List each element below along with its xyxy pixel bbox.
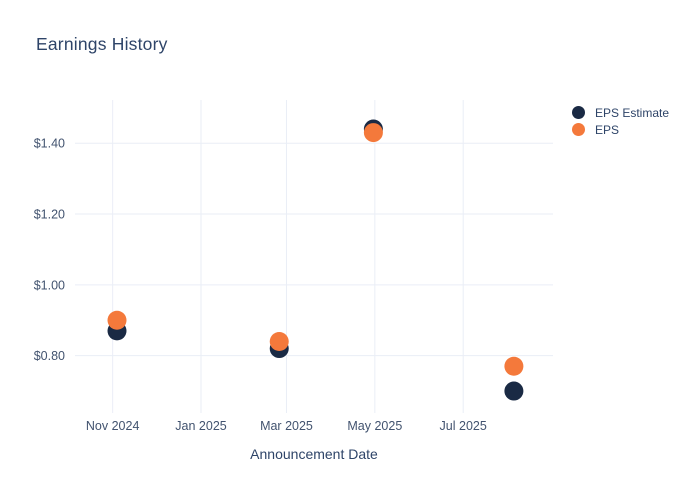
point-eps[interactable] xyxy=(363,123,383,143)
point-eps-estimate[interactable] xyxy=(504,381,524,401)
y-tick-label: $1.00 xyxy=(34,278,65,292)
point-eps[interactable] xyxy=(107,310,127,330)
x-tick-label: Nov 2024 xyxy=(86,419,140,433)
eps-swatch-icon xyxy=(572,123,585,136)
legend-label-eps: EPS xyxy=(595,122,620,137)
chart-title: Earnings History xyxy=(36,34,168,54)
x-tick-label: Jul 2025 xyxy=(440,419,487,433)
legend-item-eps[interactable]: EPS xyxy=(572,121,669,138)
y-tick-label: $1.20 xyxy=(34,208,65,222)
x-tick-label: Jan 2025 xyxy=(175,419,226,433)
point-eps[interactable] xyxy=(269,331,289,351)
x-axis-title: Announcement Date xyxy=(250,446,378,462)
x-tick-label: May 2025 xyxy=(347,419,402,433)
eps-estimate-swatch-icon xyxy=(572,106,585,119)
y-tick-label: $0.80 xyxy=(34,349,65,363)
y-tick-label: $1.40 xyxy=(34,137,65,151)
legend: EPS Estimate EPS xyxy=(572,104,669,138)
legend-item-eps-estimate[interactable]: EPS Estimate xyxy=(572,104,669,121)
x-tick-label: Mar 2025 xyxy=(260,419,313,433)
point-eps[interactable] xyxy=(504,356,524,376)
legend-label-eps-estimate: EPS Estimate xyxy=(595,105,670,120)
